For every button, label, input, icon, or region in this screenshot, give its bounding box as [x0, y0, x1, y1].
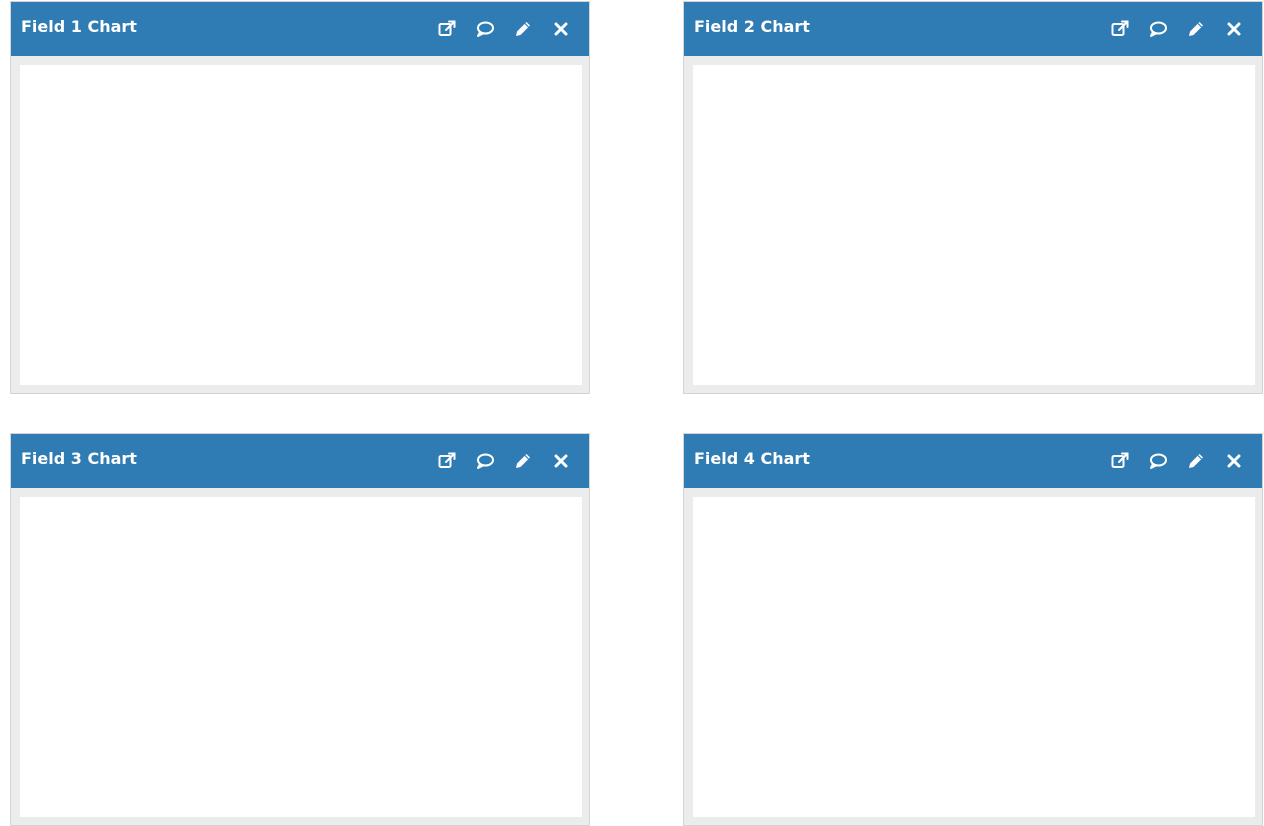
chart-area [20, 497, 582, 817]
chart-area [693, 65, 1255, 385]
close-icon[interactable] [551, 19, 571, 39]
panel-title: Field 2 Chart [694, 17, 810, 36]
chart-area [693, 497, 1255, 817]
panel-header: Field 2 Chart control fan626466687011:20… [684, 2, 1262, 56]
close-icon[interactable] [1224, 19, 1244, 39]
comment-icon[interactable] [1148, 451, 1168, 471]
external-link-icon[interactable]: control fan343535363611:2011:2511:3011:3… [437, 19, 457, 39]
panel-header: Field 4 Chart control fan0.0020040060080… [684, 434, 1262, 488]
panel-toolbar: control fan1.5k1.6k1.6k1.7k1.7k1.8k1.8k1… [437, 451, 571, 471]
panel-header: Field 1 Chart control fan343535363611:20… [11, 2, 589, 56]
pencil-icon[interactable] [513, 451, 533, 471]
panel-toolbar: control fan626466687011:2011:2511:3011:3… [1110, 19, 1244, 39]
external-link-icon[interactable]: control fan626466687011:2011:2511:3011:3… [1110, 19, 1130, 39]
pencil-icon[interactable] [1186, 19, 1206, 39]
external-link-icon[interactable]: control fan0.0020040060080011:2011:2511:… [1110, 451, 1130, 471]
chart-panel-field-1: Field 1 Chart control fan343535363611:20… [10, 1, 590, 394]
close-icon[interactable] [551, 451, 571, 471]
panel-header: Field 3 Chart control fan1.5k1.6k1.6k1.7… [11, 434, 589, 488]
comment-icon[interactable] [475, 19, 495, 39]
external-link-icon[interactable]: control fan1.5k1.6k1.6k1.7k1.7k1.8k1.8k1… [437, 451, 457, 471]
chart-svg [693, 65, 1255, 385]
panel-toolbar: control fan0.0020040060080011:2011:2511:… [1110, 451, 1244, 471]
comment-icon[interactable] [475, 451, 495, 471]
chart-svg [20, 65, 582, 385]
chart-panel-field-2: Field 2 Chart control fan626466687011:20… [683, 1, 1263, 394]
chart-svg [20, 497, 582, 817]
chart-panel-field-4: Field 4 Chart control fan0.0020040060080… [683, 433, 1263, 826]
panel-title: Field 4 Chart [694, 449, 810, 468]
chart-panel-field-3: Field 3 Chart control fan1.5k1.6k1.6k1.7… [10, 433, 590, 826]
comment-icon[interactable] [1148, 19, 1168, 39]
pencil-icon[interactable] [513, 19, 533, 39]
close-icon[interactable] [1224, 451, 1244, 471]
chart-area [20, 65, 582, 385]
panel-title: Field 3 Chart [21, 449, 137, 468]
chart-svg [693, 497, 1255, 817]
panel-toolbar: control fan343535363611:2011:2511:3011:3… [437, 19, 571, 39]
pencil-icon[interactable] [1186, 451, 1206, 471]
panel-title: Field 1 Chart [21, 17, 137, 36]
